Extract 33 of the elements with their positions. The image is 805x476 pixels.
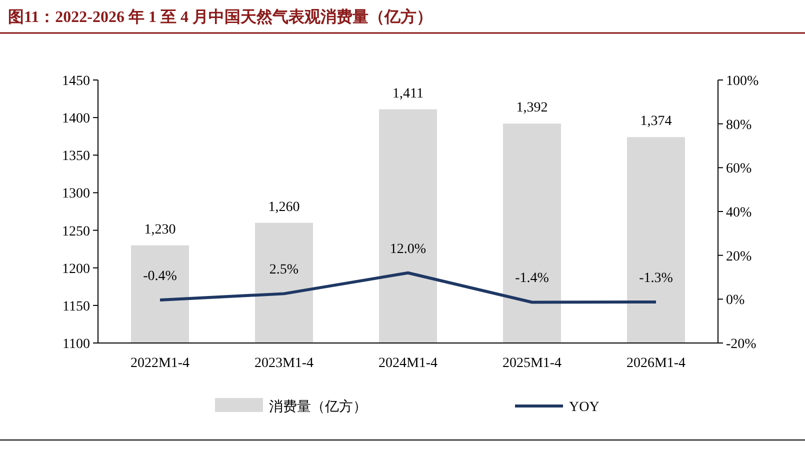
y2-tick-label: 80% <box>726 118 752 133</box>
data-label: 1,260 <box>268 200 300 215</box>
x-tick-label: 2025M1-4 <box>502 356 562 371</box>
legend-label: 消费量（亿方） <box>269 399 367 415</box>
y2-tick-label: 60% <box>726 162 752 177</box>
data-label: -1.3% <box>639 271 674 286</box>
title: 图11：2022-2026 年 1 至 4 月中国天然气表观消费量（亿方） <box>8 9 432 26</box>
y-tick-label: 1100 <box>62 337 90 352</box>
y2-tick-label: 100% <box>726 74 759 89</box>
y-tick-label: 1450 <box>62 74 90 89</box>
x-tick-label: 2024M1-4 <box>378 356 438 371</box>
data-label: 1,392 <box>516 100 548 116</box>
data-label: 1,411 <box>392 86 424 102</box>
data-label: 1,374 <box>640 114 672 130</box>
y2-tick-label: -20% <box>726 337 757 352</box>
y-tick-label: 1350 <box>62 149 90 164</box>
y2-tick-label: 0% <box>726 293 745 308</box>
data-label: -1.4% <box>515 271 550 286</box>
x-tick-label: 2022M1-4 <box>130 356 190 371</box>
data-label: 2.5% <box>269 262 299 278</box>
y2-tick-label: 20% <box>726 249 752 264</box>
y-tick-label: 1250 <box>62 224 90 240</box>
y-tick-label: 1200 <box>62 262 90 277</box>
y-tick-label: 1400 <box>62 112 90 127</box>
data-label: 1,230 <box>144 222 176 238</box>
x-tick-label: 2023M1-4 <box>254 356 314 371</box>
y-tick-label: 1150 <box>62 299 90 314</box>
y2-tick-label: 40% <box>726 206 752 220</box>
data-label: 12.0% <box>390 242 426 257</box>
data-label: -0.4% <box>143 269 178 284</box>
legend-label: YOY <box>569 400 600 415</box>
y-tick-label: 1300 <box>62 186 90 202</box>
x-tick-label: 2026M1-4 <box>626 356 686 371</box>
